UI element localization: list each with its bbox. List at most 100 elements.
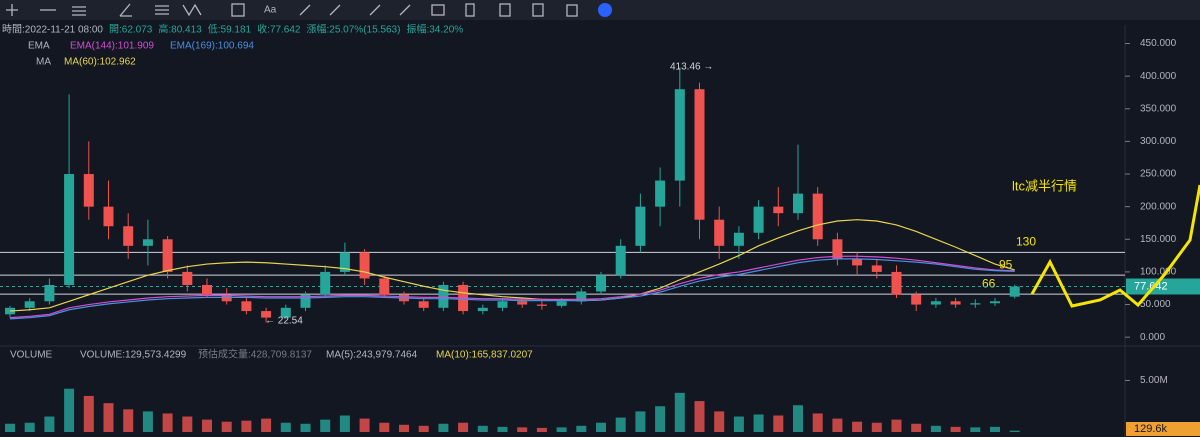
candle-body: [320, 271, 331, 295]
lock-tool[interactable]: [465, 3, 475, 17]
candle-body: [497, 301, 508, 308]
volume-bar: [773, 415, 784, 432]
delete-tool[interactable]: [566, 4, 578, 17]
volume-bar: [674, 392, 685, 432]
volume-bar: [103, 403, 114, 432]
volume-bar: [497, 426, 508, 432]
candle-body: [891, 271, 902, 295]
y-tick-label: 350.000: [1140, 103, 1177, 114]
volume-current: VOLUME:129,573.4299: [80, 350, 187, 361]
volume-bar: [891, 419, 902, 432]
info-item: 低:59.181: [208, 23, 252, 36]
candle-body: [832, 239, 843, 259]
y-tick-label: 400.000: [1140, 71, 1177, 82]
volume-bar: [379, 422, 390, 432]
candle-body: [83, 174, 94, 207]
text-tool[interactable]: Aa: [264, 5, 277, 16]
note-tool[interactable]: [532, 3, 544, 17]
volume-bar: [655, 406, 666, 432]
candle-body: [162, 239, 173, 272]
candle-body: [930, 301, 941, 305]
y-tick-label: 50.000: [1140, 299, 1171, 310]
copy-tool[interactable]: [499, 3, 511, 17]
volume-bar: [418, 425, 429, 432]
volume-bar: [970, 427, 981, 432]
candle-body: [793, 193, 803, 214]
candle-body: [182, 271, 193, 285]
volume-bar: [852, 421, 863, 432]
volume-pane: VOLUME VOLUME:129,573.4299 预估成交量:428,709…: [5, 348, 1200, 436]
volume-bar: [280, 422, 291, 432]
candle-body: [536, 304, 547, 306]
candle-body: [733, 232, 744, 246]
volume-bar: [24, 422, 35, 432]
ema144-label: EMA(144):101.909: [70, 41, 154, 52]
indicator-line: [9, 258, 1015, 320]
volume-bar: [536, 427, 547, 432]
measure-tool[interactable]: [231, 3, 245, 17]
candle-body: [379, 278, 390, 295]
candle-body: [615, 245, 626, 276]
candle-body: [556, 301, 567, 306]
volume-title: VOLUME: [10, 350, 53, 361]
volume-ma10: MA(10):165,837.0207: [436, 350, 533, 361]
volume-bar: [5, 423, 15, 432]
fib-tool[interactable]: [155, 5, 169, 15]
candle-body: [103, 206, 114, 227]
volume-bar: [202, 419, 212, 432]
candle-body: [517, 301, 528, 305]
volume-bar: [753, 414, 764, 432]
toolbar: Aa: [0, 0, 1200, 20]
level-label: 66: [982, 276, 996, 290]
crosshair-tool[interactable]: [6, 4, 18, 16]
volume-bar: [635, 411, 646, 432]
volume-bar: [458, 422, 469, 432]
volume-estimate: 预估成交量:428,709.8137: [198, 348, 312, 361]
draw-tools[interactable]: [299, 4, 411, 16]
indicator-line: [9, 219, 1015, 312]
last-price-label: 77.642: [1134, 280, 1168, 292]
candle-body: [261, 311, 272, 318]
magnet-tool[interactable]: [598, 3, 612, 17]
info-item: 收:77.642: [257, 23, 301, 36]
candle-body: [300, 294, 311, 308]
candle-body: [911, 294, 922, 305]
volume-bar: [930, 425, 941, 432]
angle-tool[interactable]: [119, 3, 132, 17]
price-pane: 0.000 50.000 100.000 150.000 200.000 250.000 3…: [0, 38, 1200, 343]
volume-bar: [477, 425, 488, 432]
ema-label: EMA: [28, 41, 50, 52]
volume-bar: [162, 413, 173, 432]
volume-bar: [261, 418, 272, 432]
candle-body: [44, 284, 55, 302]
volume-bar: [182, 416, 193, 432]
candle-body: [24, 301, 35, 308]
info-item: 時間:2022-11-21 08:00: [2, 24, 103, 36]
candle-body: [438, 284, 449, 308]
y-tick-label: 300.000: [1140, 136, 1177, 147]
volume-bar: [1009, 430, 1020, 432]
y-tick-label: 100.000: [1140, 267, 1177, 278]
volume-bar: [438, 423, 449, 432]
volume-bar: [399, 424, 409, 432]
note-annotation: ltc减半行情: [1012, 178, 1077, 193]
candle-body: [773, 206, 784, 214]
candle-body: [714, 219, 725, 246]
candle-body: [64, 174, 75, 285]
y-tick-label: 150.000: [1140, 234, 1177, 245]
volume-bar: [832, 418, 843, 432]
last-volume-box: [1126, 422, 1200, 436]
pattern-tool[interactable]: [182, 3, 202, 17]
candle-body: [418, 301, 429, 308]
candle-body: [221, 294, 232, 302]
y-tick-label: 5.00M: [1140, 375, 1168, 386]
volume-bar: [812, 413, 823, 432]
indicator-line: [9, 255, 1015, 319]
hline-tool[interactable]: [72, 6, 86, 16]
candle-body: [753, 206, 764, 233]
low-annotation: ← 22.54: [265, 316, 303, 327]
last-price-box: [1126, 278, 1200, 295]
candle-tool[interactable]: [431, 4, 445, 16]
candle-body: [477, 307, 488, 312]
